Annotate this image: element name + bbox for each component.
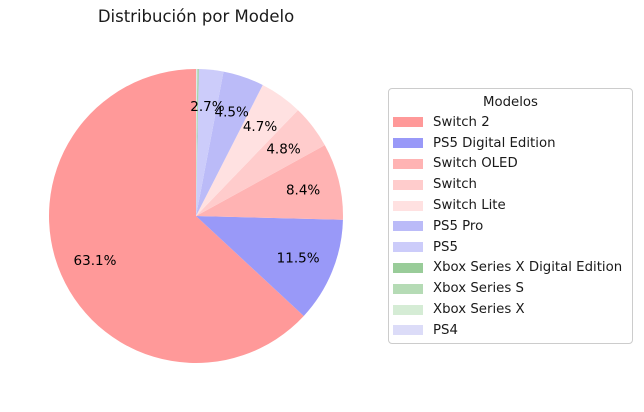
legend-item-switch-lite: Switch Lite	[389, 195, 632, 216]
legend-swatch-xbox-series-s	[393, 283, 423, 294]
legend-swatch-ps4	[393, 325, 423, 336]
legend-swatch-ps5-digital-edition	[393, 138, 423, 149]
legend-item-label: Xbox Series X Digital Edition	[433, 260, 623, 276]
legend-item-label: PS5 Pro	[433, 218, 484, 234]
pie-percent-label-switch-oled: 8.4%	[286, 183, 320, 199]
pie-slice-switch-lite	[196, 85, 298, 217]
pie-slice-ps5	[196, 69, 224, 216]
legend-rows: Switch 2 PS5 Digital Edition Switch OLED Sw…	[389, 112, 632, 341]
pie-slice-xbox-series-x	[196, 68, 197, 217]
pie-slice-xbox-series-s	[196, 69, 198, 216]
legend-swatch-switch-lite	[393, 200, 423, 211]
legend-item-label: Xbox Series S	[433, 281, 524, 297]
legend-item-ps5-digital-edition: PS5 Digital Edition	[389, 133, 632, 154]
pie-slice-xbox-series-x-digital-edition	[196, 69, 199, 216]
pie-percent-label-ps5-pro: 4.5%	[215, 104, 249, 120]
legend-item-ps5: PS5	[389, 237, 632, 258]
legend-item-switch-oled: Switch OLED	[389, 154, 632, 175]
pie-slice-switch-2	[48, 69, 304, 363]
pie-percent-label-ps5: 2.7%	[190, 99, 224, 115]
legend-item-ps5-pro: PS5 Pro	[389, 216, 632, 237]
pie-percent-label-switch-2: 63.1%	[74, 253, 117, 269]
legend-swatch-xbox-series-x-digital-edition	[393, 262, 423, 273]
legend-item-label: PS5	[433, 239, 458, 255]
legend-item-label: Switch OLED	[433, 156, 518, 172]
legend-box: Modelos Switch 2 PS5 Digital Edition Switc…	[388, 88, 633, 344]
pie-percent-label-ps5-digital-edition: 11.5%	[277, 250, 320, 266]
legend-title: Modelos	[483, 95, 538, 110]
legend-item-label: Switch 2	[433, 114, 490, 130]
legend-swatch-switch-oled	[393, 158, 423, 169]
legend-swatch-switch	[393, 179, 423, 190]
pie-slice-ps5-pro	[196, 71, 263, 216]
legend-item-ps4: PS4	[389, 320, 632, 341]
legend-item-xbox-series-x: Xbox Series X	[389, 299, 632, 320]
legend-item-label: PS5 Digital Edition	[433, 135, 556, 151]
legend-item-label: Switch Lite	[433, 198, 506, 214]
pie-slice-ps5-digital-edition	[196, 216, 343, 316]
pie-percent-label-switch-lite: 4.7%	[243, 119, 277, 135]
chart-title: Distribución por Modelo	[97, 7, 295, 26]
legend-swatch-ps5	[393, 242, 423, 253]
legend-item-xbox-series-x-digital-edition: Xbox Series X Digital Edition	[389, 258, 632, 279]
legend-swatch-xbox-series-x	[393, 304, 423, 315]
legend-item-label: PS4	[433, 322, 458, 338]
legend-item-label: Xbox Series X	[433, 302, 525, 318]
legend-item-xbox-series-s: Xbox Series S	[389, 278, 632, 299]
pie-slice-switch-oled	[196, 145, 343, 220]
legend-swatch-ps5-pro	[393, 221, 423, 232]
legend-item-switch-2: Switch 2	[389, 112, 632, 133]
pie-percent-label-switch: 4.8%	[266, 142, 300, 158]
legend-item-label: Switch	[433, 177, 477, 193]
legend-item-switch: Switch	[389, 174, 632, 195]
legend-swatch-switch-2	[393, 117, 423, 128]
pie-slice-switch	[196, 110, 325, 216]
